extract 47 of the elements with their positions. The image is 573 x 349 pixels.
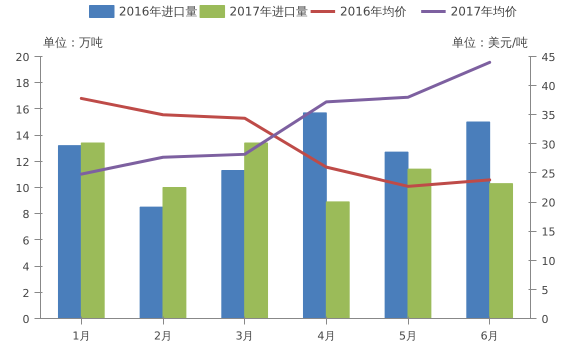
y2-tick-label: 40 <box>542 80 556 94</box>
x-tick-label: 6月 <box>480 330 499 342</box>
line-series <box>80 96 492 188</box>
y2-tick-label: 25 <box>542 167 556 180</box>
y2-axis-title: 单位：美元/吨 <box>452 36 528 50</box>
bar <box>221 170 246 318</box>
line-series <box>80 60 492 176</box>
x-tick-label: 5月 <box>399 330 417 342</box>
bar <box>408 168 432 318</box>
y-tick-label: 4 <box>22 260 30 274</box>
x-tick-label: 2月 <box>154 330 172 342</box>
y-axis-title: 单位：万吨 <box>42 36 103 50</box>
y-tick-label: 8 <box>22 208 30 222</box>
y-tick-label: 6 <box>22 234 30 248</box>
y2-tick-label: 30 <box>542 138 556 152</box>
y2-tick-label: 35 <box>542 109 556 122</box>
y2-tick-label: 15 <box>542 226 556 239</box>
bar <box>80 142 105 318</box>
bar <box>326 201 350 318</box>
y2-tick-label: 10 <box>542 254 556 268</box>
x-tick-label: 1月 <box>72 330 90 342</box>
y-tick-label: 16 <box>16 103 30 116</box>
y-tick-label: 20 <box>16 51 30 64</box>
legend-label: 2016年进口量 <box>118 4 198 18</box>
bar <box>466 122 490 318</box>
y-tick-label: 14 <box>16 130 30 143</box>
y2-tick-label: 20 <box>542 196 556 210</box>
y2-tick-label: 0 <box>542 313 548 326</box>
bar <box>489 183 514 318</box>
bar <box>384 152 408 318</box>
x-tick-label: 4月 <box>317 330 336 342</box>
y2-tick-label: 5 <box>542 284 548 297</box>
bar <box>302 112 327 318</box>
legend-label: 2017年进口量 <box>229 4 308 18</box>
y-tick-label: 12 <box>16 156 30 169</box>
x-tick-label: 3月 <box>236 330 254 342</box>
bar <box>58 145 82 318</box>
bar <box>140 206 164 318</box>
bar <box>162 187 186 318</box>
legend-label: 2017年均价 <box>450 4 518 18</box>
y-tick-label: 10 <box>16 182 30 195</box>
y-tick-label: 2 <box>22 286 30 300</box>
bar <box>244 142 268 318</box>
y2-tick-label: 45 <box>542 51 556 64</box>
y-tick-label: 18 <box>16 77 30 90</box>
legend-label: 2016年均价 <box>340 4 407 18</box>
y-tick-label: 0 <box>22 313 30 326</box>
